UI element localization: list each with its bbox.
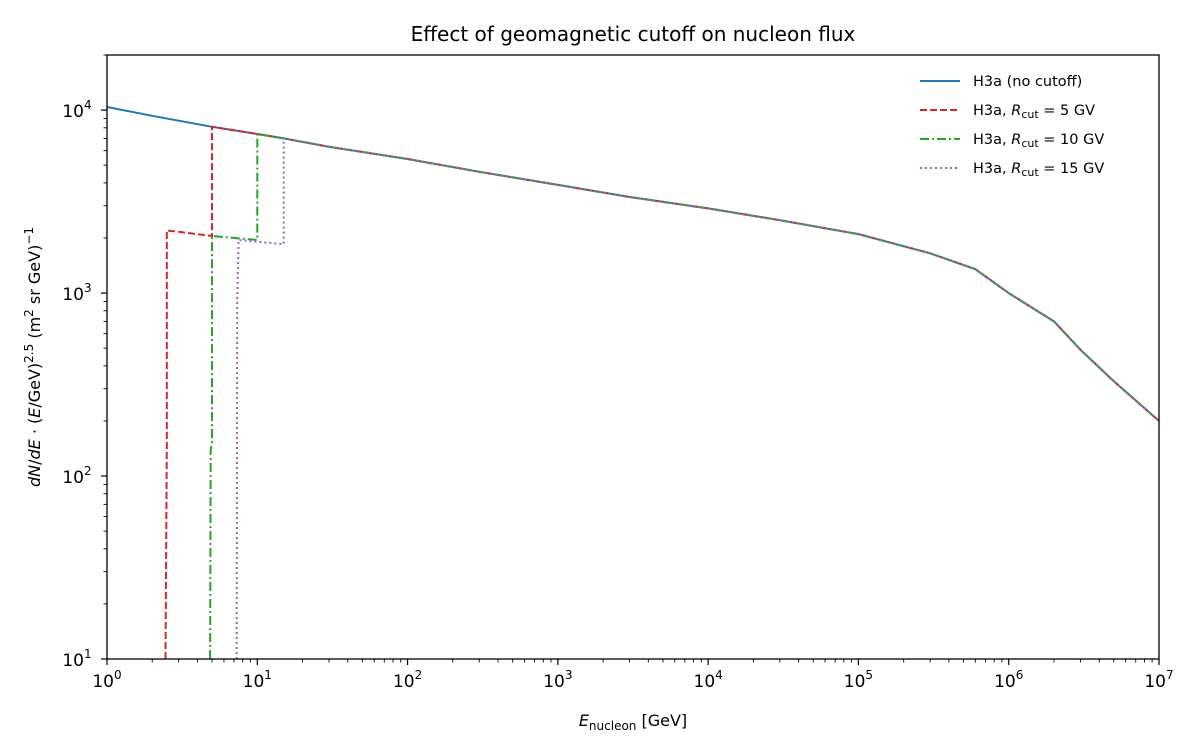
x-axis: 100 101 102 103 104 105 106 107 [92,659,1174,692]
x-tick-label: 106 [994,668,1023,692]
y-tick-label: 102 [62,464,91,488]
x-tick-label: 101 [243,668,272,692]
legend: H3a (no cutoff) H3a, Rcut = 5 GV H3a, Rcut… [920,74,1104,179]
x-tick-label: 105 [844,668,873,692]
legend-label-0: H3a (no cutoff) [973,74,1082,90]
legend-label-2: H3a, Rcut = 10 GV [973,132,1104,150]
x-tick-label: 100 [92,668,121,692]
legend-label-3: H3a, Rcut = 15 GV [973,161,1104,179]
svg-text:dN/dE · (E/GeV)2.5 (m2 sr GeV): dN/dE · (E/GeV)2.5 (m2 sr GeV)−1 [22,227,44,487]
plot-area [107,106,1159,659]
series-line-1 [164,125,1159,659]
y-tick-label: 104 [62,98,91,122]
y-axis: 101 102 103 104 [62,54,107,671]
axes-frame [106,54,1160,660]
y-tick-label: 101 [62,647,91,671]
x-tick-label: 103 [543,668,572,692]
chart-title: Effect of geomagnetic cutoff on nucleon … [411,22,856,46]
x-axis-label: Enucleon [GeV] [579,711,687,733]
x-tick-label: 104 [694,668,723,692]
legend-label-1: H3a, Rcut = 5 GV [973,103,1095,121]
series-line-3 [235,137,1159,659]
x-tick-label: 102 [393,668,422,692]
y-axis-label: dN/dE · (E/GeV)2.5 (m2 sr GeV)−1 [22,227,44,487]
x-tick-label: 107 [1144,668,1173,692]
y-tick-label: 103 [62,281,91,305]
series-line-2 [209,132,1159,659]
